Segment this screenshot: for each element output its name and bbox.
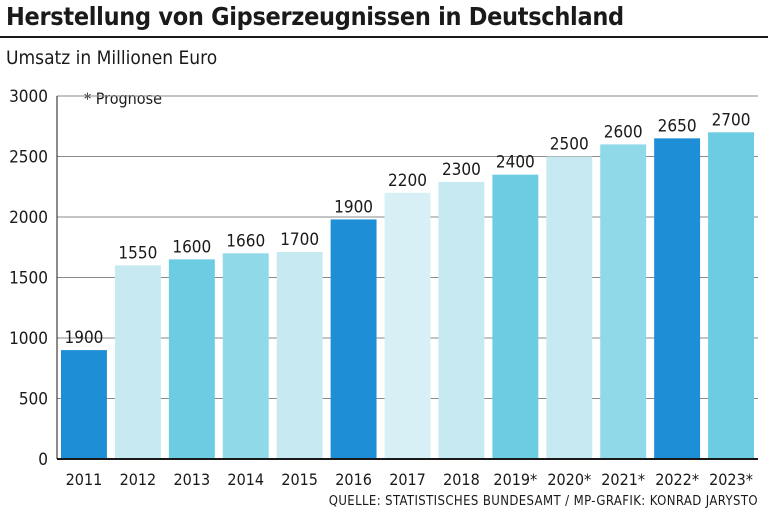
bars [61,132,754,460]
x-tick-label-2022*: 2022* [655,470,699,489]
data-label-2014: 1660 [226,231,265,251]
y-axis: 0 500 1000 1500 2000 2500 3000 [9,87,58,470]
bar-2022* [654,138,701,459]
data-label-2021*: 2600 [604,122,643,142]
chart-title: Herstellung von Gipserzeugnissen in Deut… [6,2,624,31]
data-label-2016: 1900 [334,197,373,217]
x-tick-label-2021*: 2021* [601,470,645,489]
y-tick-label-500: 500 [19,390,48,410]
x-tick-label-2019*: 2019* [493,470,537,489]
x-tick-label-2016: 2016 [335,470,372,489]
data-labels: 1900 1550 1600 1660 1700 1900 2200 2300 2400 2500… [65,110,751,348]
data-label-2017: 2200 [388,171,427,191]
data-label-2013: 1600 [172,237,211,257]
chart-subtitle: Umsatz in Millionen Euro [6,47,218,69]
x-tick-label-2017: 2017 [389,470,426,489]
data-label-2011: 1900 [65,328,104,348]
y-tick-label-1000: 1000 [9,329,48,349]
bar-2019* [492,174,539,459]
y-tick-label-2500: 2500 [9,148,48,168]
y-tick-label-0: 0 [38,450,48,470]
x-tick-label-2014: 2014 [227,470,264,489]
data-label-2015: 1700 [280,230,319,250]
title-divider [0,36,768,38]
data-label-2022*: 2650 [658,116,697,136]
x-tick-label-2023*: 2023* [709,470,753,489]
bar-2014 [222,253,269,459]
bar-2018 [438,181,485,459]
data-label-2012: 1550 [118,243,157,263]
bar-2013 [168,259,215,459]
y-tick-label-3000: 3000 [9,87,48,107]
bar-2012 [114,265,161,459]
data-label-2019*: 2400 [496,153,535,173]
y-tick-label-2000: 2000 [9,208,48,228]
x-tick-label-2013: 2013 [173,470,210,489]
x-tick-label-2015: 2015 [281,470,318,489]
data-label-2023*: 2700 [712,110,751,130]
bar-2016 [330,219,377,459]
data-label-2018: 2300 [442,160,481,180]
x-tick-label-2011: 2011 [66,470,103,489]
x-axis: 2011 2012 2013 2014 2015 2016 2017 2018 2019* 202… [57,458,758,489]
forecast-note: * Prognose [84,89,162,108]
bar-2015 [276,252,323,459]
bar-2011 [61,350,107,459]
bar-2020* [546,156,593,459]
x-tick-label-2020*: 2020* [547,470,591,489]
bar-2023* [708,132,754,460]
x-tick-label-2012: 2012 [120,470,157,489]
bar-2021* [600,144,647,459]
source-credit: QUELLE: STATISTISCHES BUNDESAMT / MP-GRA… [328,494,758,509]
x-tick-label-2018: 2018 [443,470,480,489]
data-label-2020*: 2500 [550,135,589,155]
y-tick-label-1500: 1500 [9,269,48,289]
bar-2017 [384,192,431,460]
